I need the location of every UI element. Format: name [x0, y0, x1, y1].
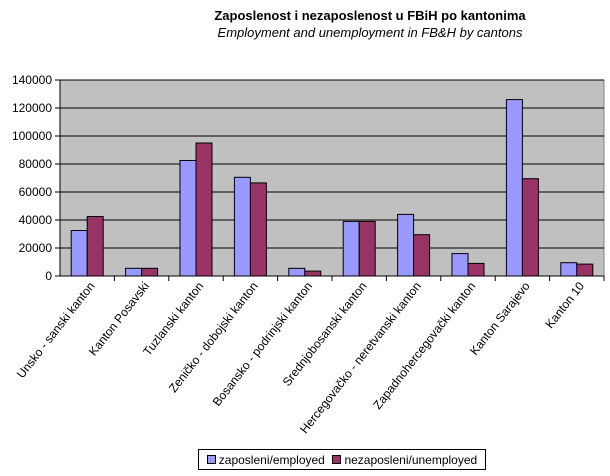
- bar-unemployed: [358, 220, 376, 277]
- chart-subtitle: Employment and unemployment in FB&H by c…: [217, 25, 523, 40]
- bar-employed: [288, 267, 306, 277]
- y-tick-labels: 0 20000 40000 60000 80000 100000 120000 140000: [12, 73, 52, 283]
- x-tick-label: Kanton 10: [542, 279, 587, 331]
- bar-unemployed: [576, 263, 594, 277]
- bar-employed: [233, 176, 251, 277]
- y-tick-label: 140000: [12, 73, 52, 87]
- bar-employed: [342, 220, 360, 277]
- bar-unemployed: [467, 262, 485, 277]
- legend-swatch-unemployed: [332, 455, 342, 464]
- x-tick-label: Kanton Sarajevo: [467, 279, 533, 358]
- chart-title: Zaposlenost i nezaposlenost u FBiH po ka…: [214, 8, 526, 23]
- bar-unemployed: [195, 142, 213, 277]
- bar-employed: [397, 213, 415, 277]
- legend: zaposleni/employed nezaposleni/unemploye…: [198, 449, 486, 470]
- x-tick-label: Unsko - sanski kanton: [14, 279, 98, 381]
- bar-employed: [125, 267, 143, 277]
- y-tick-label: 80000: [19, 157, 53, 171]
- bar-unemployed: [141, 267, 159, 277]
- bar-unemployed: [249, 182, 267, 277]
- bar-employed: [179, 160, 197, 277]
- bar-unemployed: [521, 178, 539, 277]
- y-tick-label: 40000: [19, 213, 53, 227]
- legend-swatch-employed: [206, 455, 216, 464]
- y-tick-label: 0: [45, 269, 52, 283]
- x-tick-label: Zapadnohercegovački kanton: [370, 279, 478, 412]
- y-tick-label: 60000: [19, 185, 53, 199]
- legend-item-unemployed: nezaposleni/unemployed: [332, 453, 477, 467]
- y-tick-label: 120000: [12, 101, 52, 115]
- x-tick-label: Zeničko - dobojski kanton: [166, 279, 261, 395]
- bar-unemployed: [86, 216, 104, 277]
- y-tick-label: 20000: [19, 241, 53, 255]
- bar-unemployed: [413, 234, 431, 277]
- bar-employed: [70, 230, 88, 277]
- bar-employed: [560, 262, 578, 277]
- bar-employed: [505, 99, 523, 277]
- bar-employed: [451, 253, 469, 277]
- bar-unemployed: [304, 270, 322, 277]
- x-tick-label: Bosansko - podrinjski kanton: [210, 279, 315, 409]
- axes: [55, 79, 605, 281]
- legend-label-unemployed: nezaposleni/unemployed: [344, 452, 478, 467]
- legend-label-employed: zaposleni/employed: [218, 452, 325, 467]
- y-tick-label: 100000: [12, 129, 52, 143]
- legend-item-employed: zaposleni/employed: [206, 452, 325, 467]
